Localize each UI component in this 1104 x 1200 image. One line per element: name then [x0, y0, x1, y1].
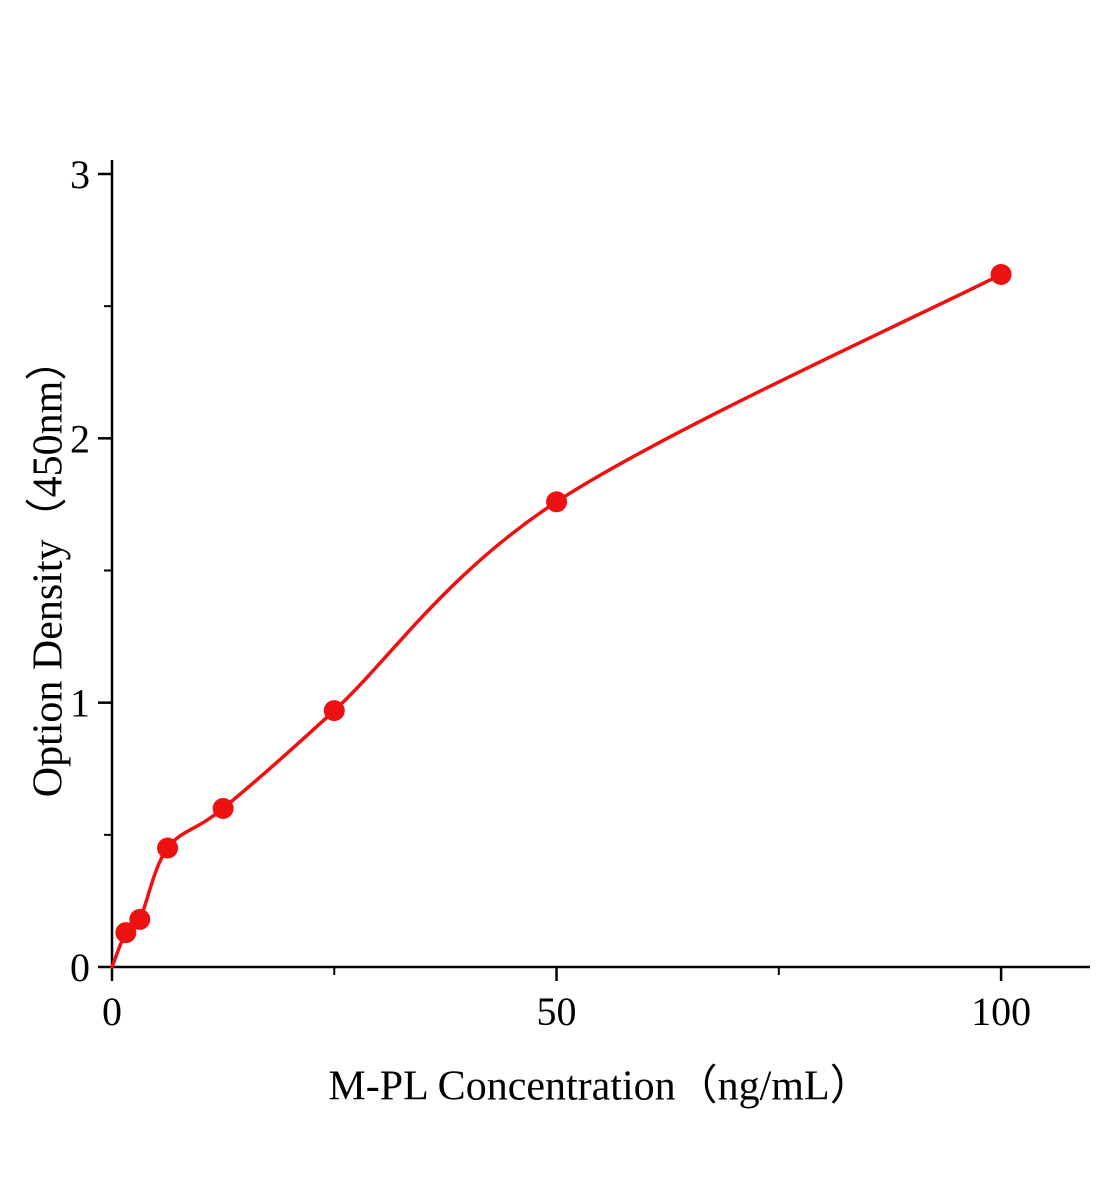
data-point: [157, 837, 179, 859]
data-point: [546, 491, 568, 513]
data-point: [323, 700, 345, 722]
y-tick-label: 0: [70, 945, 90, 990]
y-tick-label: 3: [70, 152, 90, 197]
y-axis-label: Option Density（450nm）: [25, 338, 72, 798]
fit-curve: [110, 272, 1003, 969]
x-tick-label: 50: [537, 989, 577, 1034]
data-point: [212, 797, 234, 819]
y-tick-label: 2: [70, 416, 90, 461]
data-point: [115, 922, 137, 944]
x-axis-label: M-PL Concentration（ng/mL）: [328, 1063, 872, 1110]
x-tick-label: 100: [971, 989, 1031, 1034]
data-point: [129, 908, 151, 930]
data-point: [990, 263, 1012, 285]
x-tick-label: 0: [102, 989, 122, 1034]
y-tick-label: 1: [70, 681, 90, 726]
